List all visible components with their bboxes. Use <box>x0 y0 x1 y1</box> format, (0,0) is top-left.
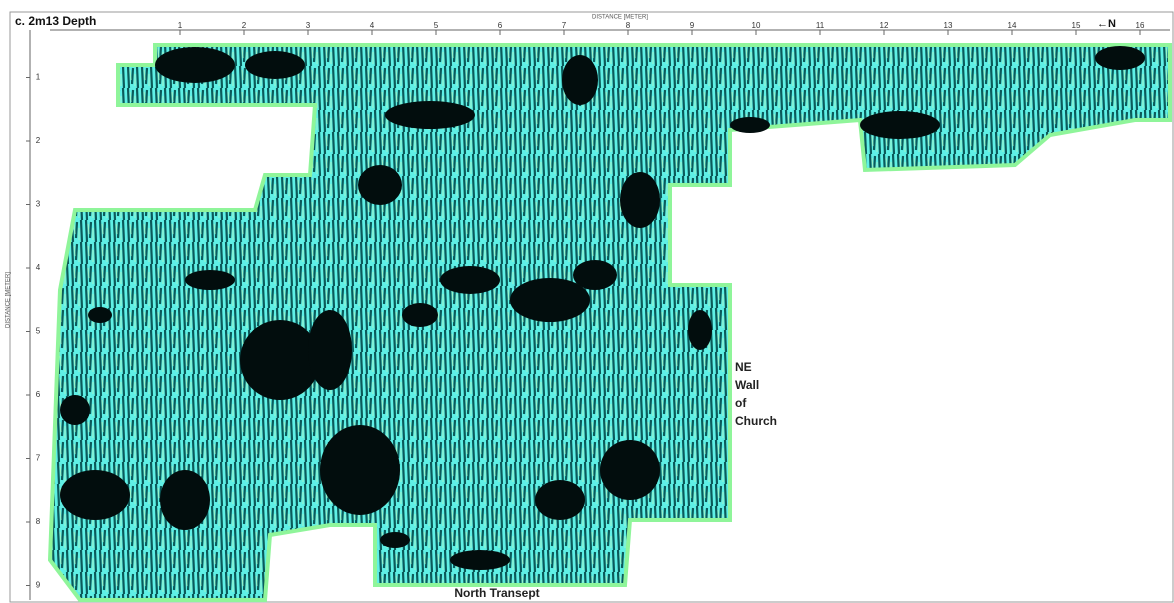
x-tick-label: 16 <box>1136 21 1145 30</box>
x-tick-label: 9 <box>690 21 695 30</box>
y-tick-label: 8 <box>36 517 41 526</box>
wall-label: Church <box>735 414 777 428</box>
y-tick-label: 4 <box>36 263 41 272</box>
x-tick-label: 5 <box>434 21 439 30</box>
x-tick-label: 7 <box>562 21 567 30</box>
y-axis-label: DISTANCE [METER] <box>6 272 12 328</box>
survey-area <box>47 43 1172 602</box>
north-arrow: ←N <box>1097 18 1116 30</box>
x-tick-label: 13 <box>944 21 953 30</box>
x-tick-label: 10 <box>752 21 761 30</box>
x-tick-label: 6 <box>498 21 503 30</box>
x-tick-label: 3 <box>306 21 311 30</box>
wall-label: of <box>735 396 747 410</box>
x-tick-label: 11 <box>816 21 825 30</box>
x-tick-label: 4 <box>370 21 375 30</box>
y-tick-label: 1 <box>36 73 41 82</box>
title: c. 2m13 Depth <box>15 14 96 28</box>
anomalies <box>60 46 1145 570</box>
y-tick-label: 9 <box>36 581 41 590</box>
x-tick-label: 12 <box>880 21 889 30</box>
wall-label: NE <box>735 360 752 374</box>
x-axis-label: DISTANCE [METER] <box>592 15 648 21</box>
y-tick-label: 7 <box>36 454 41 463</box>
transept-label: North Transept <box>454 586 539 600</box>
x-tick-label: 2 <box>242 21 247 30</box>
y-tick-label: 2 <box>36 136 41 145</box>
frame <box>9 11 1174 603</box>
wall-label: Wall <box>735 378 759 392</box>
x-tick-label: 15 <box>1072 21 1081 30</box>
y-tick-label: 3 <box>36 200 41 209</box>
y-tick-label: 6 <box>36 390 41 399</box>
y-tick-label: 5 <box>36 327 41 336</box>
x-tick-label: 8 <box>626 21 631 30</box>
x-tick-label: 14 <box>1008 21 1017 30</box>
x-tick-label: 1 <box>178 21 183 30</box>
radar-slice <box>47 43 1172 602</box>
